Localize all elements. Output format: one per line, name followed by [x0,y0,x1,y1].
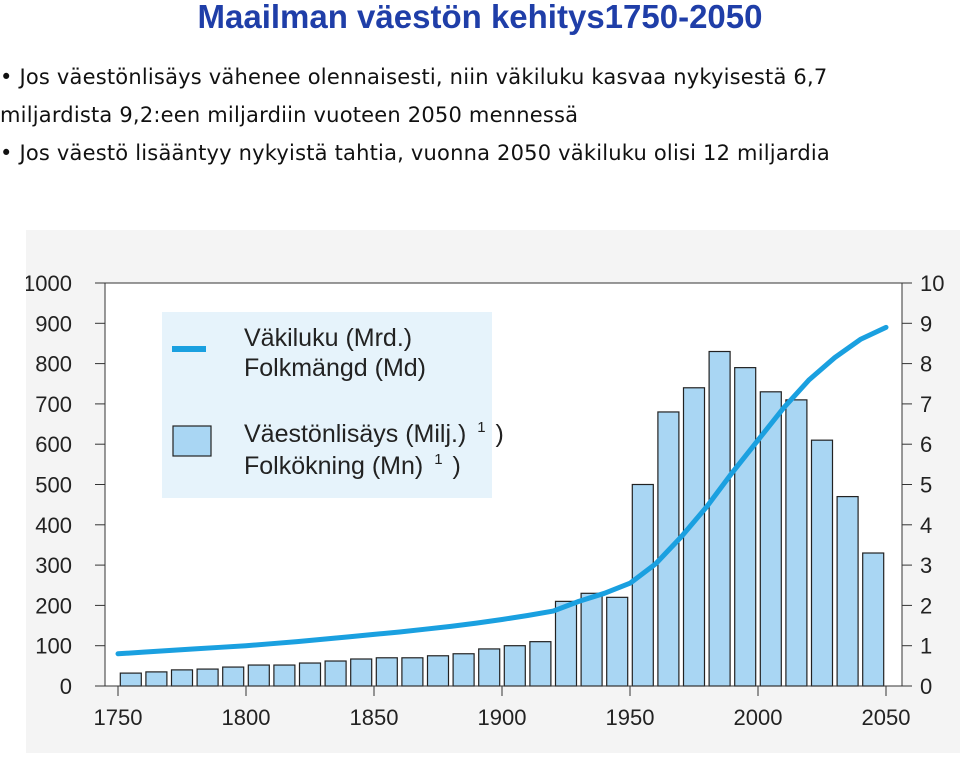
y-right-tick-label: 9 [920,311,932,336]
legend-line-label: Väkiluku (Mrd.) [244,324,412,352]
y-right-tick-label: 0 [920,674,932,699]
legend-background [162,312,492,498]
y-right-tick-label: 5 [920,473,932,498]
legend-paren: ) [496,420,504,448]
bar [375,657,398,687]
bar [708,350,731,687]
y-right-tick-label: 3 [920,553,932,578]
legend-line-label: Folkmängd (Md) [244,354,426,382]
x-tick-label: 1800 [222,705,271,730]
y-left-tick-label: 100 [35,634,72,659]
bar [273,664,296,687]
bar [734,367,757,687]
x-tick-label: 2000 [734,705,783,730]
y-left-tick-label: 500 [35,473,72,498]
x-tick-label: 1850 [350,705,399,730]
bullet-line: • Jos väestönlisäys vähenee olennaisesti… [0,65,828,89]
y-left-tick-label: 0 [60,674,72,699]
x-tick-label: 2050 [862,705,911,730]
y-left-tick-label: 300 [35,553,72,578]
bar [606,596,629,687]
y-left-tick-label: 600 [35,432,72,457]
y-left-tick-label: 900 [35,311,72,336]
population-line [115,324,889,657]
bar [810,439,834,687]
bar [298,662,322,687]
bar [222,666,245,687]
bullet-line: • Jos väestö lisääntyy nykyistä tahtia, … [0,141,830,165]
bar [580,592,603,687]
bar [529,641,552,687]
bar [119,672,142,687]
legend-paren: ) [452,452,460,480]
bar [401,657,424,687]
y-right-tick-label: 6 [920,432,932,457]
bar [324,660,347,687]
y-left-tick-label: 400 [35,513,72,538]
legend-footnote: 1 [434,451,442,468]
y-left-tick-label: 200 [35,593,72,618]
y-right-tick-label: 2 [920,593,932,618]
y-right-tick-label: 1 [920,634,932,659]
bar-series [119,350,885,687]
bar [145,671,168,687]
bar [247,664,270,687]
chart-axes: 0 100 200 300 400 500 600 700 800 900 1000 0 1 2 3 4 5 6 7… [23,271,944,730]
bar [682,387,706,687]
bar [426,655,450,687]
bullet-list: • Jos väestönlisäys vähenee olennaisesti… [0,58,960,172]
legend-footnote: 1 [477,419,485,436]
bar [503,645,526,687]
legend-bar-label: Folkökning (Mn) 1 ) [244,442,461,480]
bar [350,658,373,687]
y-right-tick-label: 4 [920,513,932,538]
y-right-tick-label: 8 [920,352,932,377]
legend-bar-swatch [172,425,212,457]
y-right-tick-label: 7 [920,392,932,417]
y-left-tick-label: 1000 [26,271,72,296]
bar [452,653,475,687]
y-left-tick-label: 800 [35,352,72,377]
x-tick-label: 1950 [606,705,655,730]
legend-bar-text: Folkökning (Mn) [244,452,423,480]
bar [631,483,654,687]
x-tick-label: 1900 [478,705,527,730]
y-left-tick-label: 700 [35,392,72,417]
bar [785,399,808,687]
chart-panel: 0 100 200 300 400 500 600 700 800 900 1000 0 1 2 3 4 5 6 7… [23,230,960,753]
bar [862,552,885,687]
bullet-line: miljardista 9,2:een miljardiin vuoteen 2… [0,103,579,127]
y-right-tick-label: 10 [920,271,944,296]
bar [478,648,501,687]
legend-bar-label: Väestönlisäys (Milj.) 1 ) [244,410,504,448]
chart-legend: Väkiluku (Mrd.) Folkmängd (Md) Väestönli… [162,312,504,498]
bar [170,669,194,687]
bar [196,668,219,687]
x-tick-label: 1750 [94,705,143,730]
page-title: Maailman väestön kehitys1750-2050 [197,0,763,35]
bar [554,600,578,687]
bar [836,495,859,687]
population-chart: 0 100 200 300 400 500 600 700 800 900 1000 0 1 2 3 4 5 6 7… [23,271,944,730]
line-series [115,324,889,657]
legend-bar-text: Väestönlisäys (Milj.) [244,420,466,448]
